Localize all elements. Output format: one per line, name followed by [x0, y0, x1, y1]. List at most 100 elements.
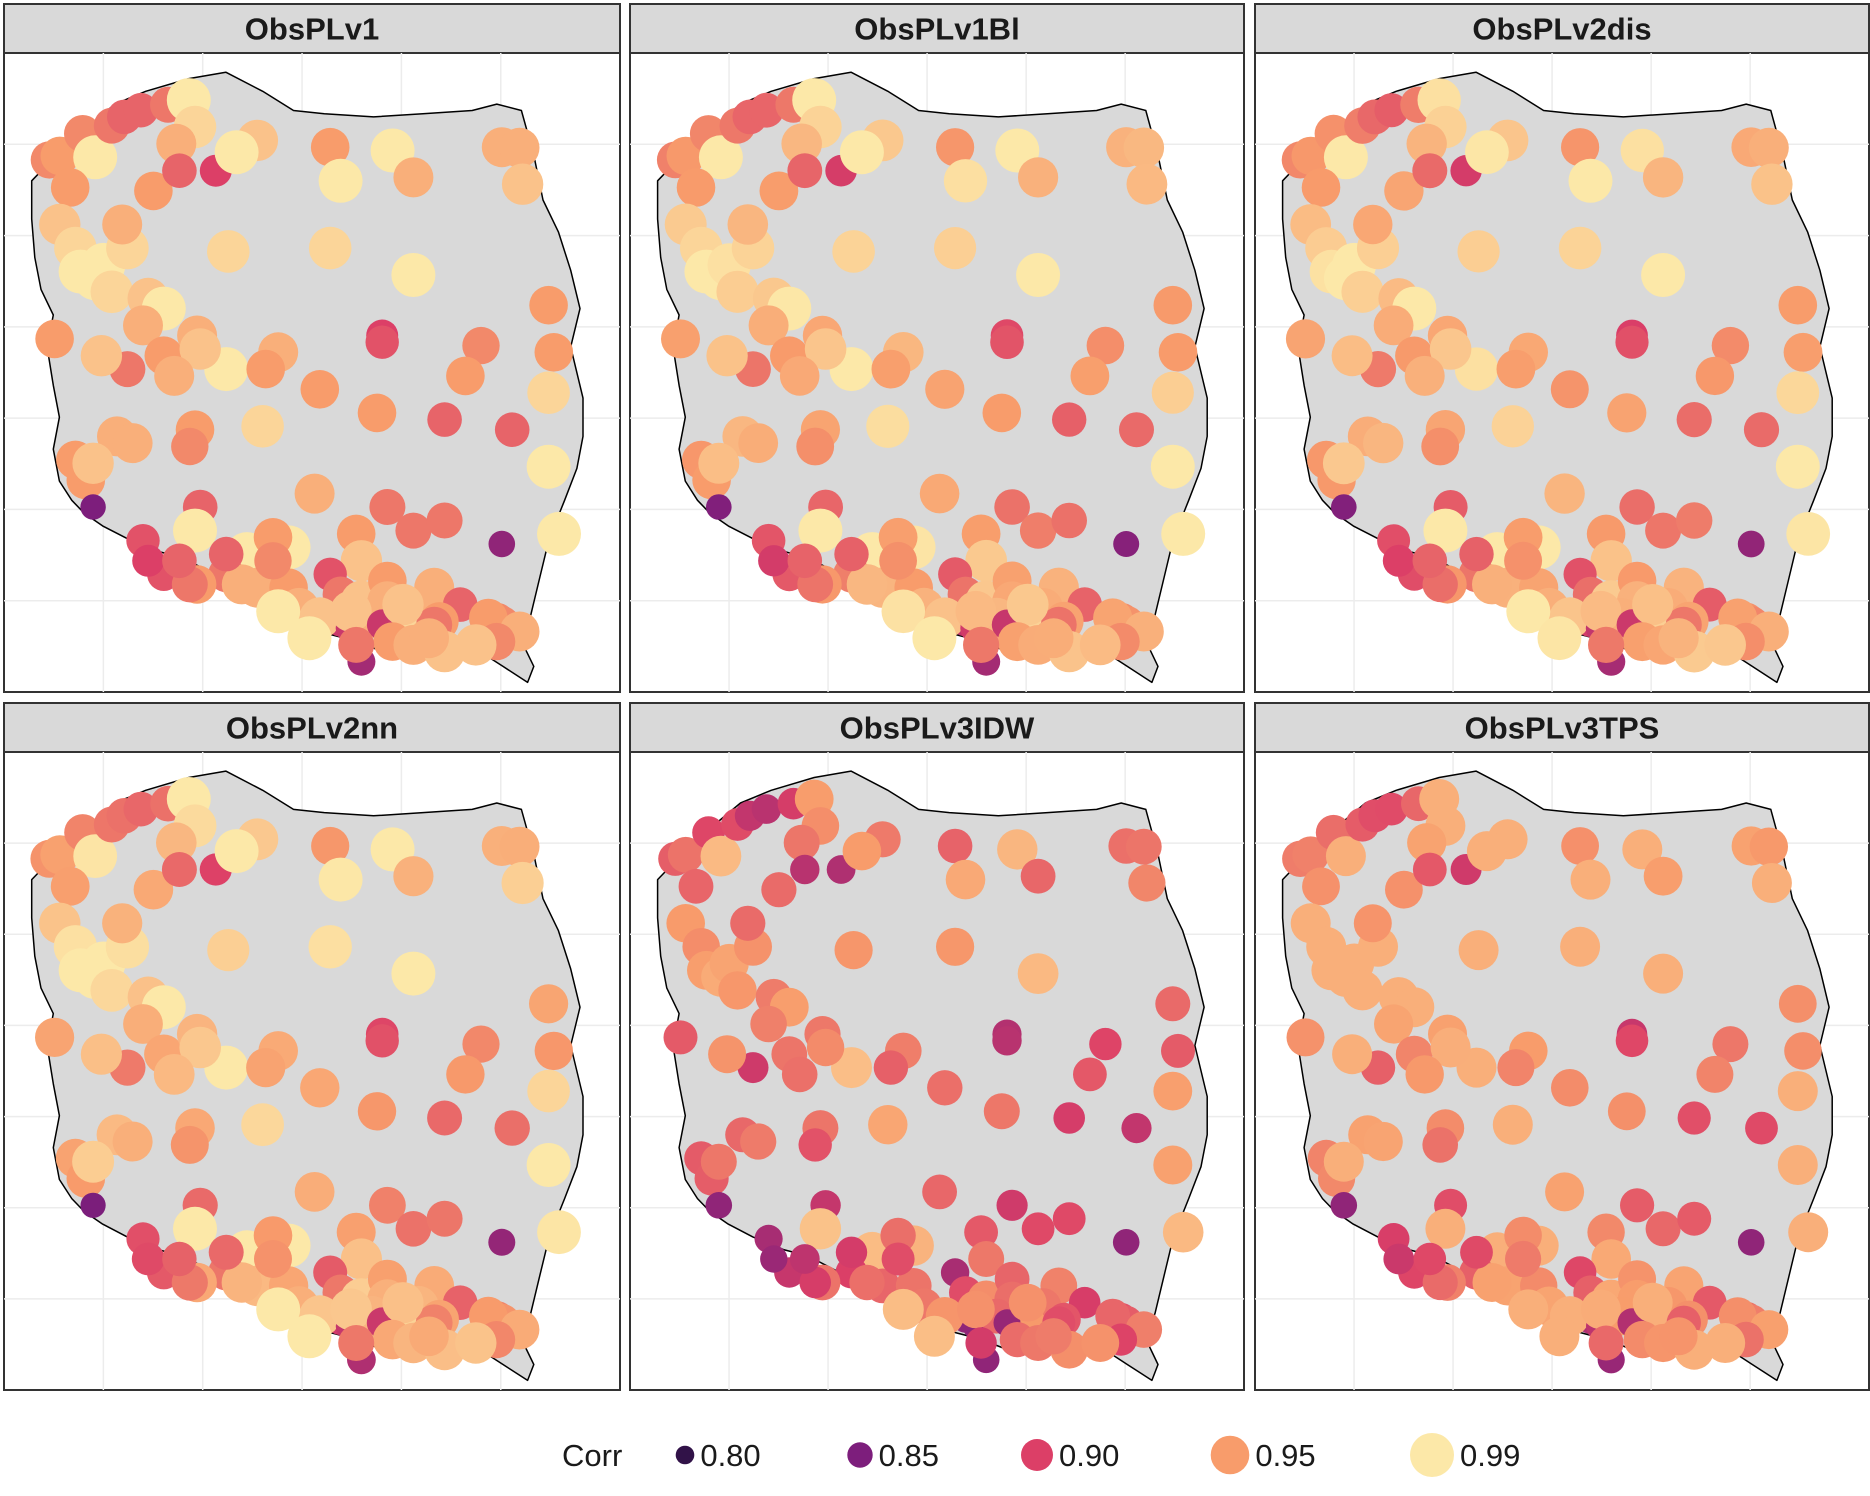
station-point: [501, 861, 544, 905]
panel-strip: [629, 702, 1245, 753]
station-point: [751, 794, 782, 824]
station-point: [1465, 130, 1509, 175]
station-point: [446, 356, 485, 396]
station-point: [1778, 285, 1818, 325]
station-point: [1384, 171, 1424, 211]
station-point: [1508, 1289, 1549, 1330]
station-point: [1363, 422, 1404, 464]
legend-key: [1410, 1433, 1454, 1477]
station-point: [706, 335, 748, 377]
station-point: [382, 1282, 424, 1324]
station-point: [718, 971, 757, 1010]
station-point: [294, 1172, 335, 1212]
points: [656, 78, 1206, 676]
station-point: [73, 135, 118, 180]
panel-1: ObsPLv1: [3, 3, 621, 693]
station-point: [1374, 93, 1409, 128]
station-point: [179, 1026, 221, 1069]
station-point: [1632, 1282, 1673, 1323]
station-point: [338, 1325, 375, 1361]
station-point: [738, 423, 779, 463]
station-point: [1405, 1055, 1444, 1094]
station-point: [369, 489, 406, 525]
station-point: [1537, 616, 1582, 661]
station-point: [1784, 1032, 1822, 1070]
station-point: [123, 1004, 163, 1044]
station-point: [1696, 1055, 1734, 1093]
station-point: [1677, 1101, 1711, 1135]
station-point: [758, 545, 790, 577]
station-point: [455, 1322, 497, 1364]
station-point: [50, 866, 90, 906]
station-point: [241, 405, 284, 448]
legend: Corr 0.80 0.85 0.90 0.95 0.99: [562, 1433, 1520, 1477]
panel-2: ObsPLv1Bl: [629, 3, 1245, 693]
station-point: [161, 852, 197, 887]
station-point: [112, 423, 153, 464]
station-point: [1459, 536, 1494, 572]
station-point: [798, 508, 843, 553]
legend-key: [1021, 1439, 1053, 1471]
station-point: [1619, 489, 1655, 525]
station-point: [1472, 1263, 1512, 1302]
station-point: [488, 530, 516, 558]
station-point: [1162, 1211, 1204, 1253]
station-point: [1158, 333, 1198, 372]
station-point: [881, 589, 926, 634]
station-point: [1006, 583, 1049, 626]
station-point: [1008, 1283, 1047, 1322]
station-point: [537, 511, 581, 556]
station-point: [1645, 1211, 1681, 1247]
station-point: [221, 1262, 262, 1303]
station-point: [796, 427, 835, 466]
station-point: [50, 168, 90, 207]
station-point: [676, 168, 716, 207]
points: [30, 78, 581, 676]
station-point: [102, 204, 143, 245]
station-point: [1778, 984, 1817, 1023]
station-point: [287, 1314, 332, 1359]
station-point: [382, 583, 424, 626]
station-point: [834, 931, 873, 970]
panel-strip: [3, 702, 621, 753]
station-point: [1677, 1201, 1712, 1236]
station-point: [708, 1035, 747, 1074]
station-point: [1017, 953, 1059, 994]
station-point: [208, 536, 244, 572]
station-point: [1079, 624, 1121, 666]
station-point: [1342, 970, 1383, 1011]
station-point: [1413, 1242, 1447, 1276]
station-point: [330, 1288, 372, 1331]
station-point: [790, 854, 820, 885]
station-point: [1676, 502, 1713, 539]
station-point: [72, 442, 114, 484]
station-point: [162, 1241, 197, 1277]
station-point: [395, 1211, 432, 1247]
station-point: [1081, 1324, 1120, 1362]
station-point: [678, 868, 714, 904]
panel-title: ObsPLv2dis: [1472, 12, 1651, 47]
station-point: [1161, 1033, 1195, 1068]
station-point: [208, 1234, 244, 1270]
station-point: [1429, 328, 1472, 370]
station-point: [90, 270, 134, 314]
station-point: [1374, 1004, 1414, 1044]
station-point: [357, 393, 397, 433]
station-point: [80, 1033, 122, 1075]
station-point: [112, 1121, 153, 1162]
station-point: [171, 427, 209, 466]
station-point: [740, 1123, 777, 1160]
legend-label: 0.99: [1460, 1438, 1520, 1473]
station-point: [1073, 1057, 1107, 1092]
station-point: [318, 857, 363, 902]
station-point: [1412, 153, 1448, 189]
station-point: [1153, 285, 1193, 325]
station-point: [131, 1242, 165, 1276]
station-point: [462, 326, 500, 365]
station-point: [1704, 624, 1746, 666]
station-point: [716, 270, 759, 313]
station-point: [996, 1189, 1028, 1221]
station-point: [154, 355, 195, 396]
station-point: [1751, 163, 1793, 205]
